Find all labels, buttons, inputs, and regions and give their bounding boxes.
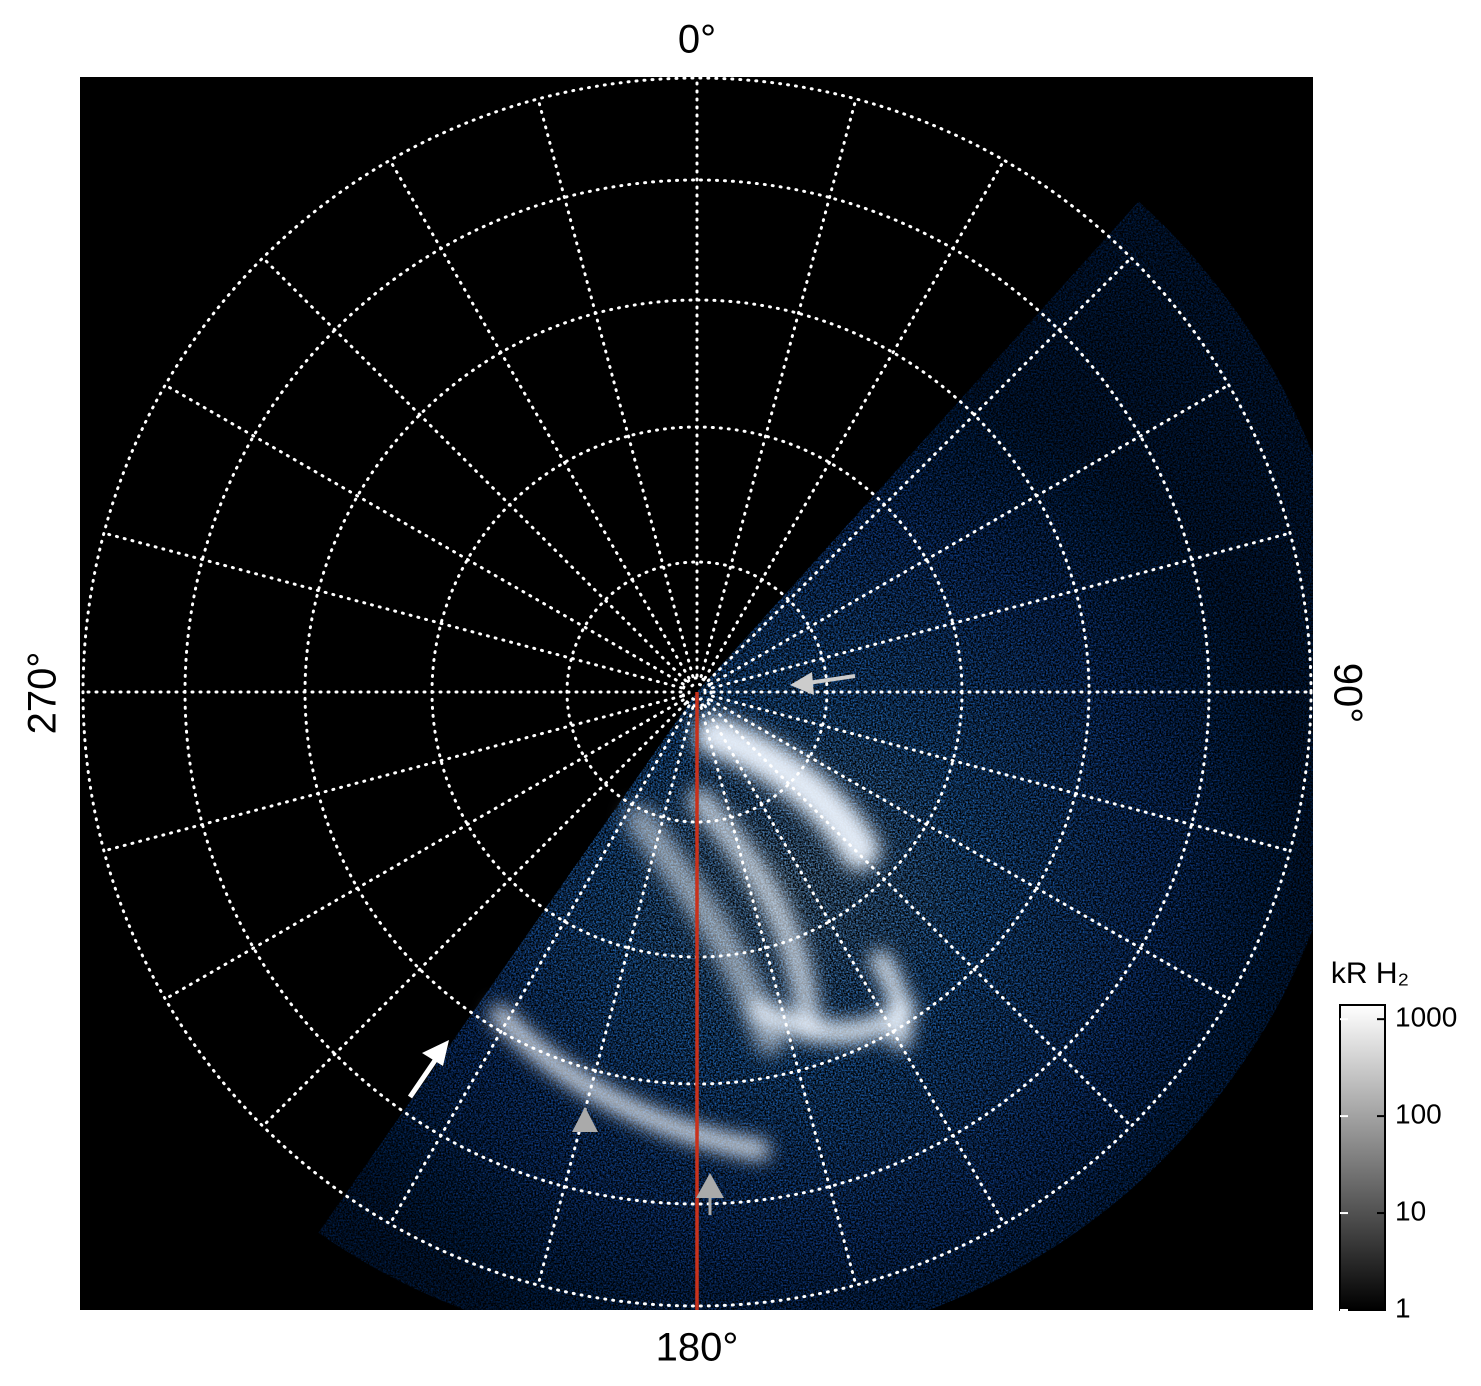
colorbar-tick-label: 100 [1395, 1099, 1442, 1130]
latitude-circle [687, 682, 707, 702]
meridian-line [710, 531, 1292, 690]
meridian-line [699, 97, 858, 679]
meridian-line [536, 705, 695, 1287]
meridian-line [710, 694, 1292, 853]
latitude-circle [681, 676, 713, 708]
colorbar-tick-label: 10 [1395, 1195, 1426, 1226]
triangle-marker [572, 1107, 598, 1132]
bright-arcs [490, 715, 916, 1160]
meridian-line [699, 705, 858, 1287]
colorbar: kR H₂ 1 10 100 1000 [1331, 957, 1457, 1323]
angle-labels: 0° 90° 180° 270° [21, 18, 1370, 1370]
meridian-line [163, 383, 685, 686]
meridian-line [261, 256, 688, 683]
colorbar-scale [1339, 1004, 1386, 1311]
colorbar-tick-label: 1 [1395, 1292, 1411, 1323]
arrow-head [790, 672, 814, 695]
meridian-line [536, 97, 695, 679]
meridian-line [102, 531, 684, 690]
colorbar-tick-label: 1000 [1395, 1002, 1457, 1033]
angle-label: 0° [678, 18, 716, 62]
latitude-circle [81, 77, 1313, 1308]
meridian-line [102, 694, 684, 853]
meridian-line [706, 256, 1133, 683]
arrow-head [422, 1040, 449, 1066]
angle-label: 270° [21, 652, 65, 735]
colorbar-label: kR H₂ [1331, 957, 1409, 990]
meridian-line [706, 701, 1133, 1128]
meridian-line [709, 383, 1231, 686]
meridian-line [388, 704, 691, 1226]
arrow-shaft [407, 1054, 441, 1099]
triangle-marker [696, 1173, 724, 1198]
angle-label: 180° [656, 1326, 739, 1370]
meridian-line [703, 704, 1006, 1226]
meridian-line [163, 698, 685, 1001]
meridian-line [261, 701, 688, 1128]
angle-label: 90° [1325, 663, 1369, 724]
meridian-line [388, 158, 691, 680]
meridian-line [709, 698, 1231, 1001]
meridian-line [703, 158, 1006, 680]
annotation-arrows [407, 672, 856, 1215]
arrow-shaft [807, 674, 856, 685]
